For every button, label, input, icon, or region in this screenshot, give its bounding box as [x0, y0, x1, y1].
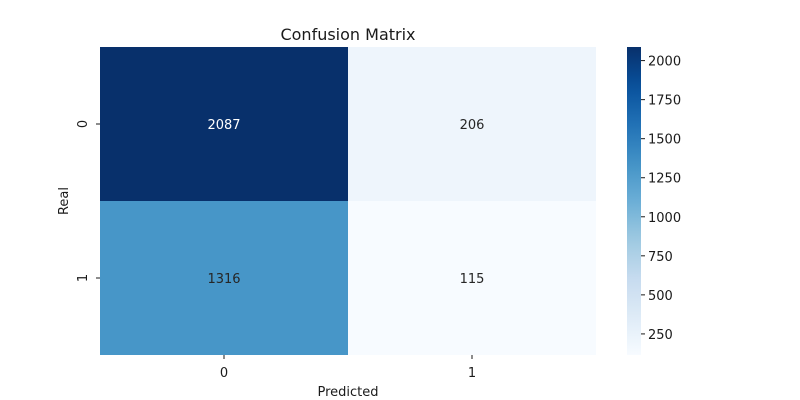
colorbar-tick-label: 250 [648, 328, 673, 343]
colorbar-tick-label: 500 [648, 289, 673, 304]
heatmap-grid: 2087 206 1316 115 [100, 47, 596, 355]
cell-value-label: 2087 [207, 118, 240, 133]
heatmap-cell [348, 47, 596, 201]
colorbar-tick-label: 1000 [648, 211, 681, 226]
x-tick-label: 1 [468, 366, 476, 381]
colorbar-tick-label: 2000 [648, 55, 681, 70]
y-axis: 01 [76, 120, 100, 282]
cell-value-label: 115 [460, 272, 485, 287]
colorbar-tick-label: 1500 [648, 133, 681, 148]
x-axis-label: Predicted [317, 385, 378, 400]
y-tick-label: 0 [76, 120, 91, 128]
colorbar-tick-label: 1750 [648, 94, 681, 109]
colorbar-tick-label: 1250 [648, 172, 681, 187]
x-tick-label: 0 [220, 366, 228, 381]
colorbar-axis: 250 500 750 1000 1250 1500 1750 2000 [641, 55, 681, 343]
chart-title: Confusion Matrix [280, 25, 415, 44]
heatmap-cell [348, 201, 596, 355]
cell-value-label: 206 [460, 118, 485, 133]
heatmap-cell [100, 201, 348, 355]
y-tick-label: 1 [76, 274, 91, 282]
heatmap-cell [100, 47, 348, 201]
cell-value-label: 1316 [207, 272, 240, 287]
y-axis-label: Real [57, 187, 72, 215]
colorbar [627, 47, 641, 355]
colorbar-tick-label: 750 [648, 250, 673, 265]
